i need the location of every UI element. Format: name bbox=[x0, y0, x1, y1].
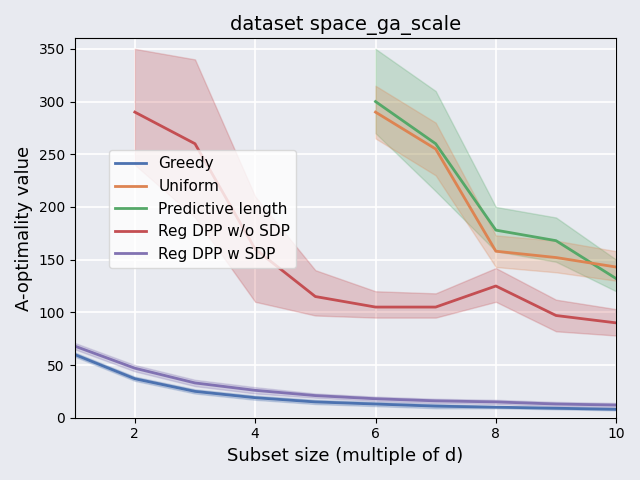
Greedy bbox=[71, 352, 79, 358]
Reg DPP w/o SDP bbox=[131, 109, 139, 115]
Reg DPP w SDP bbox=[252, 387, 259, 393]
Greedy bbox=[372, 401, 380, 407]
Predictive length bbox=[552, 238, 560, 243]
Predictive length bbox=[372, 99, 380, 105]
Reg DPP w SDP bbox=[492, 399, 500, 405]
Greedy bbox=[252, 395, 259, 401]
Reg DPP w SDP bbox=[131, 365, 139, 371]
Reg DPP w SDP bbox=[191, 380, 199, 386]
Reg DPP w SDP bbox=[372, 396, 380, 402]
Reg DPP w/o SDP bbox=[312, 294, 319, 300]
Greedy bbox=[432, 403, 440, 409]
Reg DPP w/o SDP bbox=[612, 320, 620, 326]
Reg DPP w SDP bbox=[432, 398, 440, 404]
Line: Predictive length: Predictive length bbox=[376, 102, 616, 278]
X-axis label: Subset size (multiple of d): Subset size (multiple of d) bbox=[227, 447, 463, 465]
Predictive length bbox=[492, 227, 500, 233]
Greedy bbox=[131, 376, 139, 382]
Reg DPP w SDP bbox=[552, 401, 560, 407]
Line: Reg DPP w/o SDP: Reg DPP w/o SDP bbox=[135, 112, 616, 323]
Uniform bbox=[612, 264, 620, 270]
Uniform bbox=[492, 248, 500, 254]
Reg DPP w SDP bbox=[612, 402, 620, 408]
Y-axis label: A-optimality value: A-optimality value bbox=[15, 145, 33, 311]
Reg DPP w/o SDP bbox=[252, 246, 259, 252]
Uniform bbox=[372, 109, 380, 115]
Line: Greedy: Greedy bbox=[75, 355, 616, 409]
Legend: Greedy, Uniform, Predictive length, Reg DPP w/o SDP, Reg DPP w SDP: Greedy, Uniform, Predictive length, Reg … bbox=[109, 150, 296, 268]
Reg DPP w/o SDP bbox=[552, 312, 560, 318]
Greedy bbox=[552, 405, 560, 411]
Reg DPP w SDP bbox=[312, 393, 319, 398]
Uniform bbox=[552, 255, 560, 261]
Line: Reg DPP w SDP: Reg DPP w SDP bbox=[75, 346, 616, 405]
Line: Uniform: Uniform bbox=[376, 112, 616, 267]
Reg DPP w/o SDP bbox=[432, 304, 440, 310]
Reg DPP w/o SDP bbox=[191, 141, 199, 146]
Uniform bbox=[432, 146, 440, 152]
Greedy bbox=[612, 407, 620, 412]
Reg DPP w/o SDP bbox=[372, 304, 380, 310]
Title: dataset space_ga_scale: dataset space_ga_scale bbox=[230, 15, 461, 35]
Reg DPP w SDP bbox=[71, 343, 79, 349]
Predictive length bbox=[612, 276, 620, 281]
Reg DPP w/o SDP bbox=[492, 283, 500, 289]
Greedy bbox=[191, 388, 199, 394]
Greedy bbox=[312, 399, 319, 405]
Predictive length bbox=[432, 141, 440, 146]
Greedy bbox=[492, 404, 500, 410]
